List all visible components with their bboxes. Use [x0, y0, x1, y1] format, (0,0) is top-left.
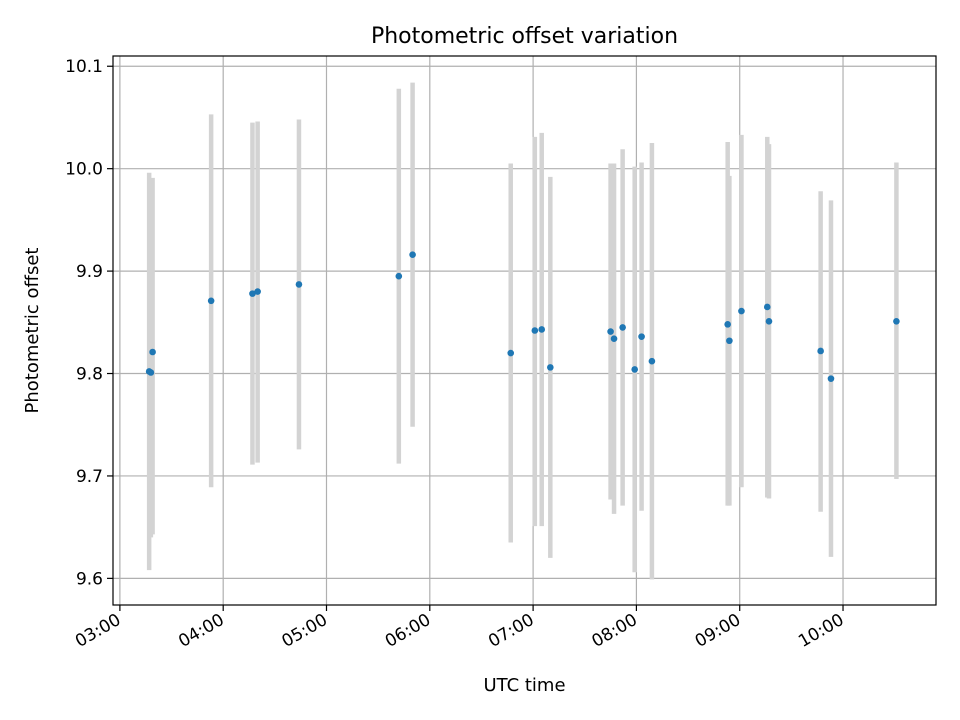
data-point	[724, 321, 731, 328]
data-point	[207, 297, 215, 305]
data-point	[147, 369, 155, 376]
data-point	[765, 317, 773, 325]
data-point	[254, 288, 261, 295]
y-axis-ticks: 9.6 9.7 9.8 9.9 10.0 10.1	[65, 57, 113, 589]
data-point	[149, 348, 156, 356]
data-point	[619, 324, 626, 331]
x-tick-label: 07:00	[485, 610, 537, 652]
data-point	[507, 349, 515, 357]
x-tick-label: 06:00	[382, 610, 434, 652]
data-point	[607, 328, 614, 335]
y-tick-label: 10.1	[65, 57, 103, 77]
x-tick-label: 09:00	[692, 610, 744, 652]
y-tick-label: 9.8	[76, 365, 103, 385]
data-point	[738, 307, 745, 315]
data-point	[249, 290, 256, 297]
x-tick-label: 04:00	[175, 610, 227, 652]
x-tick-label: 03:00	[72, 610, 124, 652]
y-tick-label: 9.6	[76, 569, 103, 589]
data-point	[827, 375, 835, 382]
grid-lines	[113, 56, 936, 605]
data-point	[610, 335, 618, 342]
x-axis-ticks: 03:00 04:00 05:00 06:00 07:00 08:00 09:00 10:00	[72, 605, 848, 652]
data-point	[893, 317, 900, 325]
data-point	[648, 357, 656, 365]
data-point	[295, 281, 303, 288]
y-tick-label: 10.0	[65, 160, 103, 180]
data-point	[538, 326, 546, 333]
data-point	[631, 366, 638, 373]
data-point	[817, 347, 824, 355]
x-tick-label: 08:00	[588, 610, 640, 652]
x-axis-label: UTC time	[483, 675, 565, 696]
data-point	[638, 333, 645, 340]
x-tick-label: 10:00	[795, 610, 847, 652]
data-point	[531, 327, 539, 334]
data-point	[726, 337, 733, 345]
plot-frame	[112, 55, 937, 606]
x-tick-label: 05:00	[279, 610, 331, 652]
y-axis-label: Photometric offset	[22, 248, 43, 414]
data-point	[395, 272, 403, 280]
data-point	[409, 251, 416, 259]
error-bars	[146, 82, 899, 580]
y-tick-label: 9.9	[76, 262, 103, 282]
y-tick-label: 9.7	[76, 467, 103, 487]
chart-title: Photometric offset variation	[371, 24, 678, 49]
data-point	[547, 364, 554, 371]
data-point	[763, 303, 771, 311]
data-points	[145, 251, 900, 382]
